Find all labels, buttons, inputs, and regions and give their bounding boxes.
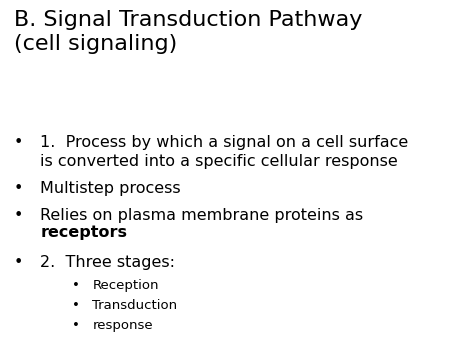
Text: receptors: receptors — [40, 224, 127, 240]
Text: Multistep process: Multistep process — [40, 181, 181, 196]
Text: •: • — [14, 255, 23, 270]
Text: 2.  Three stages:: 2. Three stages: — [40, 255, 176, 270]
Text: •: • — [14, 135, 23, 150]
Text: •: • — [14, 181, 23, 196]
Text: •: • — [72, 319, 80, 332]
Text: Transduction: Transduction — [92, 299, 177, 312]
Text: Reception: Reception — [92, 279, 159, 292]
Text: •: • — [14, 208, 23, 223]
Text: •: • — [72, 279, 80, 292]
Text: Relies on plasma membrane proteins as: Relies on plasma membrane proteins as — [40, 208, 364, 223]
Text: •: • — [72, 299, 80, 312]
Text: response: response — [92, 319, 153, 332]
Text: 1.  Process by which a signal on a cell surface
is converted into a specific cel: 1. Process by which a signal on a cell s… — [40, 135, 409, 169]
Text: B. Signal Transduction Pathway
(cell signaling): B. Signal Transduction Pathway (cell sig… — [14, 10, 362, 54]
